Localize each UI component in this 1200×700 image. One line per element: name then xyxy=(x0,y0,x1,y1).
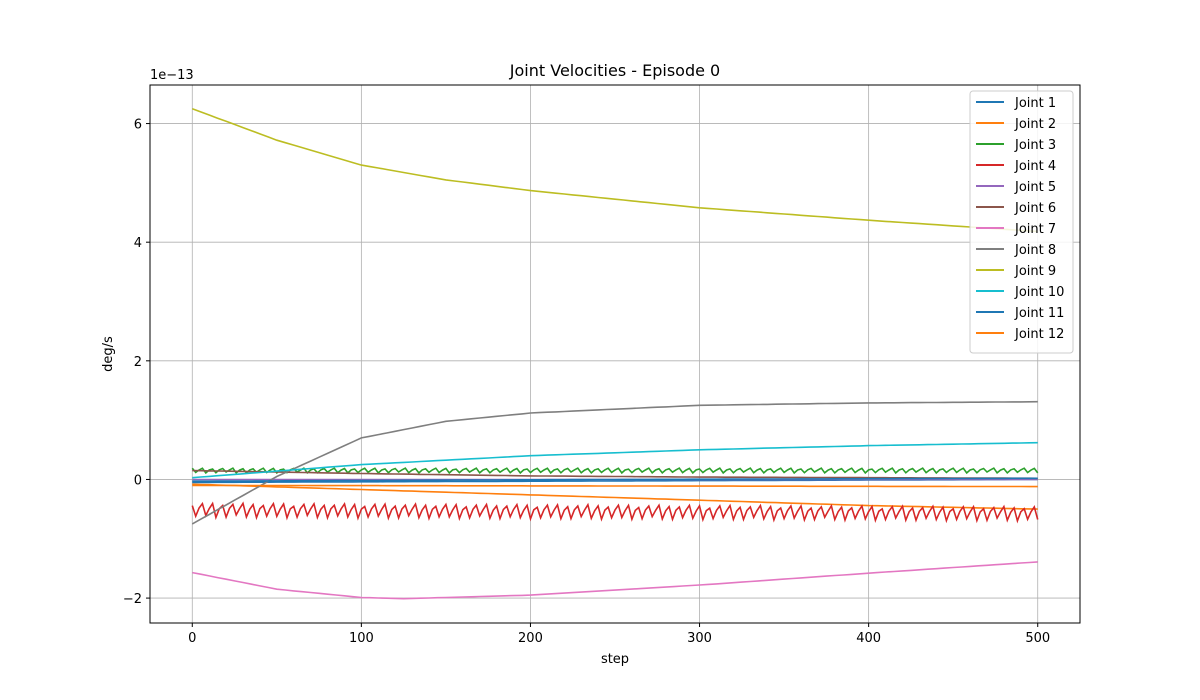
series-line xyxy=(192,484,1038,488)
series-line xyxy=(192,477,1038,482)
series-line xyxy=(191,501,1039,524)
legend-label: Joint 1 xyxy=(1014,96,1056,111)
x-tick-label: 0 xyxy=(188,631,196,646)
series-line xyxy=(191,467,1039,475)
x-tick-label: 400 xyxy=(856,631,881,646)
legend-box xyxy=(969,90,1074,354)
series-line xyxy=(192,107,1038,233)
legend-label: Joint 6 xyxy=(1014,201,1056,216)
x-tick-label: 200 xyxy=(518,631,543,646)
legend-label: Joint 5 xyxy=(1014,180,1056,195)
legend-label: Joint 7 xyxy=(1014,222,1056,237)
y-tick-label: 2 xyxy=(134,355,142,370)
legend: Joint 1 Joint 2 Joint 3 Joint 4 Joint 5 Joint… xyxy=(969,90,1074,354)
series-line xyxy=(192,483,1038,510)
legend-label: Joint 3 xyxy=(1014,138,1056,153)
legend-label: Joint 11 xyxy=(1014,306,1064,321)
y-tick-label: 0 xyxy=(134,473,142,488)
plot-frame xyxy=(149,84,1081,624)
series-line xyxy=(192,441,1038,479)
y-offset-label: 1e−13 xyxy=(150,68,194,83)
legend-label: Joint 10 xyxy=(1014,285,1064,300)
legend-label: Joint 2 xyxy=(1014,117,1056,132)
legend-label: Joint 9 xyxy=(1014,264,1056,279)
series-layer xyxy=(191,107,1039,600)
x-tick-label: 100 xyxy=(349,631,374,646)
y-tick-label: 4 xyxy=(134,236,142,251)
legend-label: Joint 12 xyxy=(1014,327,1064,342)
chart-title: Joint Velocities - Episode 0 xyxy=(509,61,720,80)
y-tick-label: 6 xyxy=(134,118,142,133)
legend-label: Joint 4 xyxy=(1014,159,1056,174)
ticks: 0 100 200 300 400 500 −2 0 2 4 6 xyxy=(123,118,1050,646)
x-axis-label: step xyxy=(601,652,629,667)
series-line xyxy=(192,469,1038,480)
legend-label: Joint 8 xyxy=(1014,243,1056,258)
y-tick-label: −2 xyxy=(123,592,142,607)
x-tick-label: 500 xyxy=(1025,631,1050,646)
y-axis-label: deg/s xyxy=(101,336,116,372)
series-line xyxy=(192,561,1038,600)
series-line xyxy=(191,400,1038,525)
x-tick-label: 300 xyxy=(687,631,712,646)
